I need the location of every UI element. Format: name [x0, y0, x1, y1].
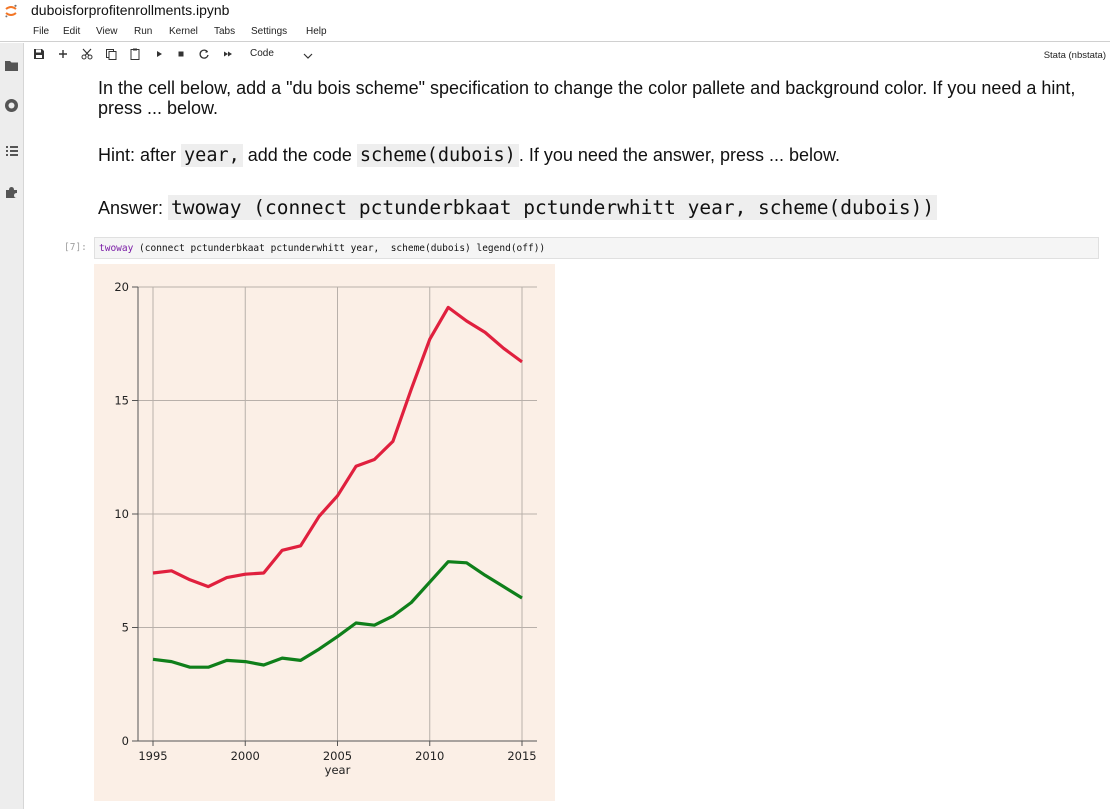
cell-type-select[interactable]: Code — [250, 48, 274, 59]
x-tick-label: 2005 — [323, 749, 352, 763]
hint-prefix: Hint: after — [98, 145, 177, 165]
answer-prefix: Answer: — [98, 198, 164, 218]
extension-icon[interactable] — [3, 184, 20, 201]
x-tick-label: 1995 — [138, 749, 167, 763]
title-bar: duboisforprofitenrollments.ipynb — [0, 0, 1110, 22]
left-activity-bar — [0, 43, 24, 809]
x-tick-label: 2000 — [231, 749, 260, 763]
restart-icon[interactable] — [197, 47, 211, 61]
menu-run[interactable]: Run — [134, 26, 153, 37]
fast-forward-icon[interactable] — [221, 47, 235, 61]
notebook-toolbar: Code Stata (nbstata) — [25, 43, 1110, 65]
cut-icon[interactable] — [80, 47, 94, 61]
markdown-answer: Answer: twoway (connect pctunderbkaat pc… — [98, 195, 1098, 220]
series-line-1 — [152, 305, 523, 589]
menu-tabs[interactable]: Tabs — [214, 26, 236, 37]
running-icon[interactable] — [3, 97, 20, 114]
markdown-hint: Hint: after year, add the code scheme(du… — [98, 144, 1098, 167]
y-tick-label: 20 — [114, 280, 129, 294]
copy-icon[interactable] — [104, 47, 118, 61]
chevron-down-icon[interactable] — [301, 49, 315, 63]
code-text: (connect pctunderbkaat pctunderwhitt yea… — [133, 243, 546, 254]
series-line-2 — [152, 560, 523, 669]
paste-icon[interactable] — [128, 47, 142, 61]
kernel-name[interactable]: Stata (nbstata) — [1043, 50, 1106, 61]
y-tick-label: 0 — [122, 734, 129, 748]
run-icon[interactable] — [152, 47, 166, 61]
y-tick-label: 15 — [114, 394, 129, 408]
save-icon[interactable] — [32, 47, 46, 61]
execution-prompt: [7]: — [64, 242, 87, 253]
code-cell-input[interactable]: twoway (connect pctunderbkaat pctunderwh… — [94, 237, 1099, 259]
add-icon[interactable] — [56, 47, 70, 61]
y-tick-label: 5 — [122, 621, 129, 635]
folder-icon[interactable] — [3, 57, 20, 74]
hint-code-scheme: scheme(dubois) — [356, 144, 519, 167]
menu-edit[interactable]: Edit — [63, 26, 81, 37]
hint-suffix: . If you need the answer, press ... belo… — [518, 145, 840, 165]
hint-mid: add the code — [247, 145, 352, 165]
code-keyword: twoway — [99, 243, 134, 254]
y-tick-label: 10 — [114, 507, 129, 521]
menu-view[interactable]: View — [96, 26, 118, 37]
menu-file[interactable]: File — [33, 26, 50, 37]
x-tick-label: 2015 — [507, 749, 536, 763]
menu-bar: File Edit View Run Kernel Tabs Settings … — [0, 23, 1110, 42]
menu-help[interactable]: Help — [306, 26, 327, 37]
cell-output-chart: 0 5 10 15 20 1995 2000 2005 2010 2015 year — [94, 264, 555, 801]
stop-icon[interactable] — [174, 47, 188, 61]
menu-settings[interactable]: Settings — [251, 26, 288, 37]
jupyter-logo-icon — [5, 4, 17, 18]
answer-code: twoway (connect pctunderbkaat pctunderwh… — [168, 195, 938, 220]
x-axis-title: year — [325, 763, 351, 777]
toc-icon[interactable] — [3, 142, 20, 159]
notebook-title: duboisforprofitenrollments.ipynb — [31, 2, 230, 18]
markdown-instruction: In the cell below, add a "du bois scheme… — [98, 78, 1076, 118]
hint-code-year: year, — [181, 144, 243, 167]
menu-kernel[interactable]: Kernel — [169, 26, 198, 37]
line-chart: 0 5 10 15 20 1995 2000 2005 2010 2015 year — [114, 280, 537, 777]
x-tick-label: 2010 — [415, 749, 444, 763]
